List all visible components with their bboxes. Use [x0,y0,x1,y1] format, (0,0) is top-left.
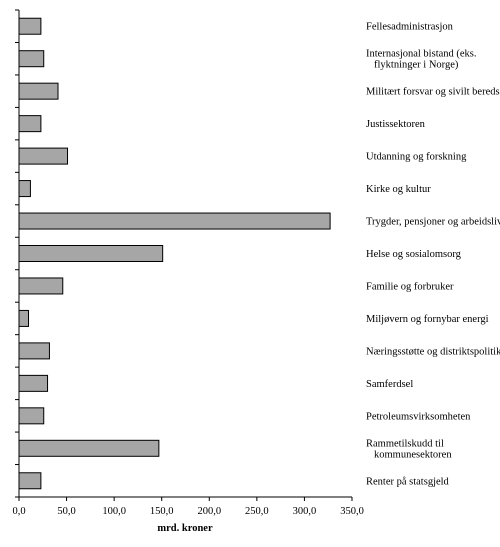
x-tick-label: 50,0 [57,506,75,517]
x-tick-label: 250,0 [245,506,269,517]
bar [18,342,50,360]
bar [18,277,64,295]
category-label: Rammetilskudd til kommunesektoren [366,438,452,460]
category-label: Samferdsel [366,379,413,390]
bars-group [18,17,331,490]
category-label: Petroleumsvirksomheten [366,411,471,422]
category-label: Militært forsvar og sivilt beredskap [366,87,500,98]
x-tick-label: 0,0 [12,506,25,517]
category-label: Familie og forbruker [366,281,454,292]
category-label: Næringsstøtte og distriktspolitikk [366,346,500,357]
bar [18,180,31,198]
bar [18,309,30,327]
x-axis-ticks: 0,0 50,0 100,0 150,0 200,0 250,0 300,0 350,0 [12,497,364,517]
x-tick-label: 150,0 [150,506,174,517]
category-label: Fellesadministrasjon [366,22,454,33]
category-label: Miljøvern og fornybar energi [366,314,489,325]
bar [18,472,42,490]
category-label: Renter på statsgjeld [366,476,450,487]
bar [18,439,160,457]
category-label: Internasjonal bistand (eks. flyktninger i… [366,49,477,71]
category-label: Helse og sosialomsorg [366,249,462,260]
bar [18,115,42,133]
category-label: Utdanning og forskning [366,152,467,163]
category-labels: Fellesadministrasjon Internasjonal bistan… [366,22,500,488]
category-label: Justissektoren [366,119,426,130]
bar [18,245,164,262]
x-tick-label: 300,0 [293,506,317,517]
category-label: Kirke og kultur [366,184,431,195]
x-tick-label: 350,0 [340,506,364,517]
bar [18,407,45,425]
category-label: Trygder, pensjoner og arbeidsliv [366,217,500,228]
y-axis-ticks [15,9,19,498]
x-tick-label: 200,0 [197,506,221,517]
bar [18,147,69,165]
bar [18,374,49,392]
x-axis-title: mrd. kroner [157,523,213,534]
bar [18,82,59,100]
bar [18,212,331,230]
bar [18,50,45,68]
x-tick-label: 100,0 [102,506,126,517]
bar [18,17,42,35]
